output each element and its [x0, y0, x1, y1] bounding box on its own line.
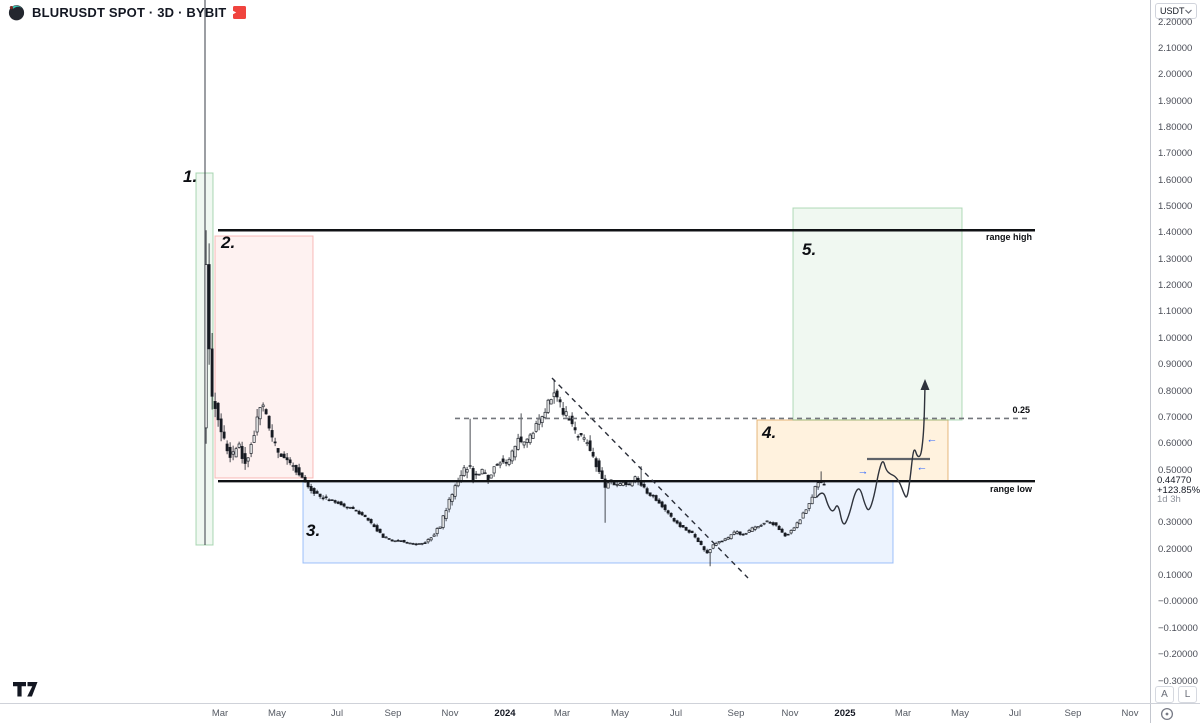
price-tick: −0.20000: [1158, 649, 1198, 661]
time-label-year: 2024: [494, 708, 516, 719]
time-label-month: Jul: [330, 708, 344, 719]
price-tick: 1.70000: [1158, 148, 1193, 160]
price-tick: 1.60000: [1158, 174, 1193, 186]
zone-label-5: 5.: [802, 240, 817, 259]
zone-label-2: 2.: [221, 233, 236, 252]
blur-token-icon: [8, 4, 25, 21]
price-tick: 2.20000: [1158, 16, 1193, 28]
time-label-month: Nov: [1121, 708, 1139, 719]
zone-label-1: 1.: [183, 167, 198, 186]
quarter-level-label: 0.25: [1012, 405, 1030, 416]
zone-box-5[interactable]: [792, 207, 963, 421]
price-tick: 1.90000: [1158, 95, 1193, 107]
time-axis[interactable]: Mar May Jul Sep Nov 2024 Mar May Jul Sep Nov 2025 Ma…: [0, 703, 1200, 723]
price-tick: 1.30000: [1158, 253, 1193, 265]
price-tick: −0.30000: [1158, 675, 1198, 687]
log-scale-button[interactable]: L: [1178, 686, 1197, 703]
direction-arrow-icon-3: ←: [926, 433, 938, 446]
price-tick: 1.40000: [1158, 227, 1193, 239]
price-tick: −0.00000: [1158, 596, 1198, 608]
clock-icon[interactable]: [1160, 707, 1174, 726]
time-label-month: May: [611, 708, 629, 719]
price-tick: 2.00000: [1158, 69, 1193, 81]
chevron-down-icon: [1185, 9, 1192, 14]
zone-label-4: 4.: [762, 423, 777, 442]
projection-arrow-icon: [920, 379, 930, 390]
time-label-month: Mar: [553, 708, 571, 719]
price-tick: 2.10000: [1158, 42, 1193, 54]
auto-scale-button[interactable]: A: [1155, 686, 1174, 703]
price-change-percent: +123.85%: [1157, 484, 1200, 496]
time-label-month: Sep: [384, 708, 402, 719]
bybit-logo-icon: [233, 6, 247, 19]
price-tick: 0.50000: [1158, 464, 1193, 476]
projection-path[interactable]: [816, 385, 926, 525]
direction-arrow-icon-2: ←: [916, 461, 928, 474]
price-tick: −0.10000: [1158, 622, 1198, 634]
time-label-month: Mar: [211, 708, 229, 719]
last-price-value: 0.44770: [1157, 475, 1192, 486]
price-tick: 1.80000: [1158, 121, 1193, 133]
zone-box-3[interactable]: [302, 480, 894, 564]
price-tick: 1.10000: [1158, 306, 1193, 318]
time-label-month: Nov: [781, 708, 799, 719]
currency-button[interactable]: USDT: [1155, 3, 1197, 19]
time-label-month: Sep: [727, 708, 745, 719]
time-label-month: Sep: [1064, 708, 1082, 719]
tradingview-logo-icon[interactable]: [13, 682, 38, 702]
symbol-title: BLURUSDT SPOT · 3D · BYBIT: [32, 5, 227, 20]
candlestick-series: [204, 230, 826, 567]
price-axis[interactable]: USDT 2.20000 2.10000 2.00000 1.90000 1.80000…: [1150, 0, 1200, 703]
price-tick: 0.90000: [1158, 359, 1193, 371]
price-tick: 1.20000: [1158, 280, 1193, 292]
bar-close-countdown: 1d 3h: [1157, 494, 1181, 505]
price-tick: 0.20000: [1158, 543, 1193, 555]
axis-scale-buttons: A L: [1155, 686, 1197, 703]
time-label-year: 2025: [834, 708, 856, 719]
price-tick: 0.60000: [1158, 438, 1193, 450]
price-tick: 1.50000: [1158, 201, 1193, 213]
chart-pane[interactable]: BLURUSDT SPOT · 3D · BYBIT 1. 2. 3. 4. 5. ran…: [0, 0, 1150, 703]
time-label-month: May: [268, 708, 286, 719]
price-tick: 0.10000: [1158, 570, 1193, 582]
price-tick: 0.80000: [1158, 385, 1193, 397]
range-high-label: range high: [985, 232, 1032, 243]
price-tick: 1.00000: [1158, 332, 1193, 344]
time-label-month: Mar: [894, 708, 912, 719]
time-label-month: May: [951, 708, 969, 719]
current-price-label: 0.44770 +123.85% 1d 3h: [1157, 476, 1200, 505]
range-low-label: range low: [989, 484, 1032, 495]
time-label-month: Jul: [1008, 708, 1022, 719]
symbol-header[interactable]: BLURUSDT SPOT · 3D · BYBIT: [8, 4, 247, 21]
zone-label-3: 3.: [306, 521, 321, 540]
chart-canvas[interactable]: [0, 0, 1150, 703]
zone-box-2[interactable]: [214, 235, 314, 479]
time-label-month: Jul: [669, 708, 683, 719]
price-tick: 0.70000: [1158, 411, 1193, 423]
direction-arrow-icon-1: →: [857, 465, 869, 478]
time-label-month: Nov: [441, 708, 459, 719]
currency-label: USDT: [1160, 6, 1185, 16]
zone-box-4[interactable]: [756, 419, 949, 482]
price-tick: 0.30000: [1158, 517, 1193, 529]
axis-divider: [1150, 704, 1151, 723]
